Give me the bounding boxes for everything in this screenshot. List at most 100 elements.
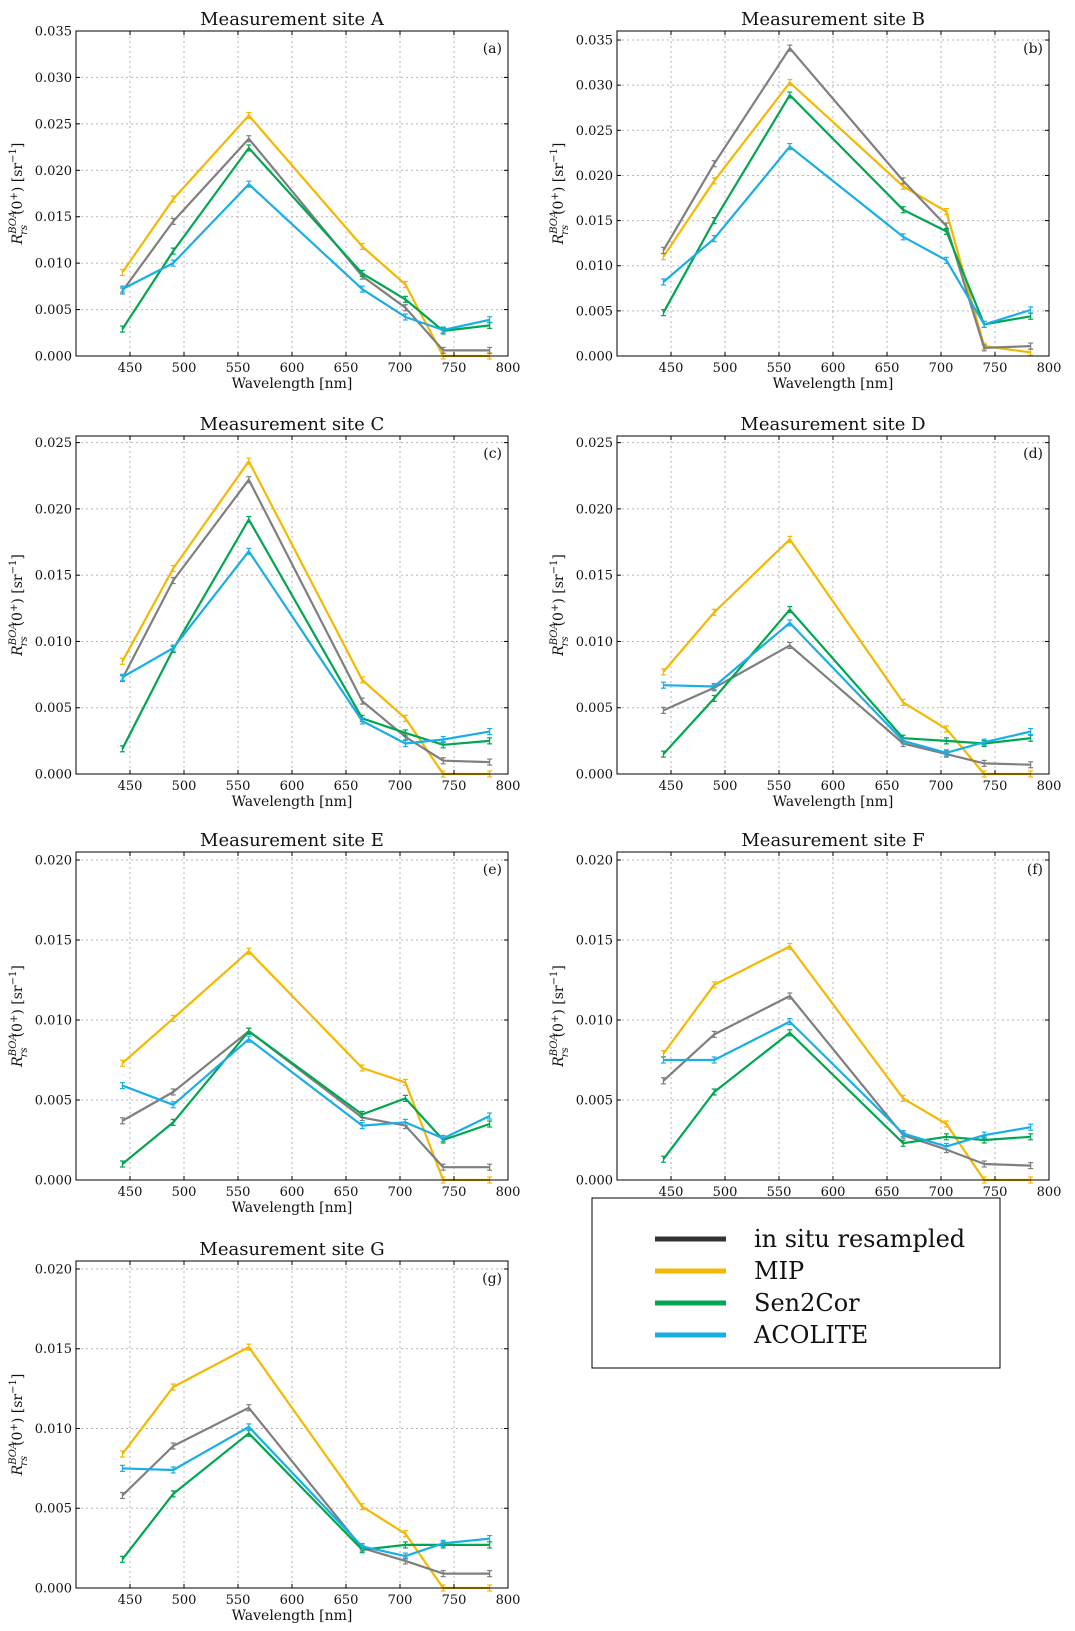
x-tick-label: 500 [172, 779, 197, 794]
y-tick-label: 0.000 [576, 1174, 613, 1189]
x-tick-label: 500 [713, 1185, 738, 1200]
x-tick-label: 500 [172, 1593, 197, 1608]
series-line [121, 518, 490, 750]
y-tick-label: 0.020 [576, 854, 613, 869]
y-axis-label-part: −1 [549, 148, 560, 163]
y-tick-label: 0.005 [576, 304, 613, 319]
series-line [662, 81, 1031, 354]
series-in-situ-resampled [119, 476, 493, 766]
x-axis-label: Wavelength [nm] [232, 1608, 353, 1624]
y-axis-label-part: rs [19, 225, 30, 235]
x-tick-label: 450 [118, 1593, 143, 1608]
y-axis-label-part: ) [sr [10, 163, 26, 193]
y-tick-label: 0.000 [35, 1582, 72, 1597]
x-tick-label: 800 [1037, 1185, 1062, 1200]
y-axis-label-part: ] [551, 143, 567, 148]
y-tick-label: 0.005 [35, 701, 72, 716]
y-axis-label-part: ] [551, 554, 567, 559]
y-axis-label-part: + [550, 1015, 561, 1023]
x-tick-label: 500 [713, 779, 738, 794]
y-axis-label-part: R [551, 233, 567, 245]
y-axis-label: RBOArs (0+) [sr−1] [549, 143, 571, 246]
y-tick-label: 0.035 [576, 34, 613, 49]
x-tick-label: 550 [767, 779, 792, 794]
y-axis-label-part: R [551, 1056, 567, 1068]
chart-title: Measurement site F [741, 830, 924, 851]
x-tick-label: 600 [821, 779, 846, 794]
y-tick-label: 0.000 [35, 768, 72, 783]
y-axis-label-part: BOA [8, 211, 19, 235]
series-line [121, 1030, 490, 1169]
y-axis-label: RBOArs (0+) [sr−1] [549, 965, 571, 1068]
y-tick-label: 0.010 [35, 1422, 72, 1437]
chart-panel-g: 450 500 550 600 650 700 750 800 0.000 0.005 0.010 0… [8, 1239, 520, 1624]
series-line [662, 538, 1031, 776]
series-line [121, 950, 490, 1182]
x-tick-label: 750 [442, 1593, 467, 1608]
y-tick-label: 0.005 [576, 1094, 613, 1109]
series-acolite [660, 142, 1034, 329]
series-acolite [119, 547, 493, 748]
y-axis-label-part: + [9, 604, 20, 612]
panel-label: (g) [482, 1271, 502, 1287]
series-line [121, 1030, 490, 1165]
x-tick-label: 700 [388, 779, 413, 794]
series-acolite [119, 1035, 493, 1143]
y-tick-label: 0.000 [35, 350, 72, 365]
y-tick-label: 0.010 [576, 259, 613, 274]
x-tick-label: 750 [442, 1185, 467, 1200]
series-line [662, 945, 1031, 1182]
x-tick-label: 650 [334, 1185, 359, 1200]
series-acolite [119, 1423, 493, 1560]
series-acolite [660, 619, 1034, 757]
y-axis-label-part: ) [sr [551, 574, 567, 604]
y-axis-label-part: ) [sr [10, 1394, 26, 1424]
y-axis-label-part: R [10, 1464, 26, 1476]
series-mip [119, 457, 493, 778]
x-tick-label: 600 [821, 1185, 846, 1200]
legend-label: in situ resampled [754, 1225, 965, 1253]
x-tick-label: 550 [226, 1185, 251, 1200]
y-tick-label: 0.000 [576, 768, 613, 783]
x-tick-label: 700 [388, 1593, 413, 1608]
y-tick-label: 0.015 [35, 934, 72, 949]
x-tick-label: 700 [929, 779, 954, 794]
y-axis-label: RBOArs (0+) [sr−1] [8, 965, 30, 1068]
y-axis-label-part: BOA [549, 622, 560, 646]
x-tick-label: 450 [659, 361, 684, 376]
series-sen2cor [119, 1027, 493, 1168]
series-line [121, 550, 490, 745]
x-tick-label: 700 [388, 1185, 413, 1200]
x-axis-label: Wavelength [nm] [773, 376, 894, 392]
y-tick-label: 0.010 [576, 1014, 613, 1029]
y-axis-label-part: R [10, 233, 26, 245]
y-axis-label-part: rs [19, 636, 30, 646]
chart-title: Measurement site D [740, 414, 925, 435]
y-tick-label: 0.010 [35, 1014, 72, 1029]
series-sen2cor [660, 1029, 1034, 1163]
y-tick-label: 0.025 [576, 436, 613, 451]
y-axis-label-part: + [9, 1423, 20, 1431]
legend-box [591, 1197, 1001, 1369]
x-tick-label: 650 [875, 361, 900, 376]
x-tick-label: 600 [821, 361, 846, 376]
x-axis-label: Wavelength [nm] [773, 794, 894, 810]
series-line [662, 644, 1031, 766]
series-sen2cor [119, 515, 493, 753]
series-line [121, 1432, 490, 1560]
y-tick-label: 0.030 [35, 71, 72, 86]
x-tick-label: 450 [118, 1185, 143, 1200]
y-axis-label-part: BOA [549, 211, 560, 235]
y-tick-label: 0.015 [576, 934, 613, 949]
panel-label: (a) [483, 41, 502, 57]
series-in-situ-resampled [660, 992, 1034, 1170]
y-axis-label-part: + [9, 192, 20, 200]
y-tick-label: 0.005 [576, 701, 613, 716]
chart-title: Measurement site B [741, 9, 925, 30]
chart-panel-e: 450 500 550 600 650 700 750 800 0.000 0.005 0.010 0… [8, 830, 520, 1216]
chart-panel-c: 450 500 550 600 650 700 750 800 0.000 0.005 0.010 0… [8, 414, 520, 810]
y-axis-label-part: (0 [551, 1023, 567, 1037]
x-axis-label: Wavelength [nm] [232, 1200, 353, 1216]
x-tick-label: 700 [929, 361, 954, 376]
